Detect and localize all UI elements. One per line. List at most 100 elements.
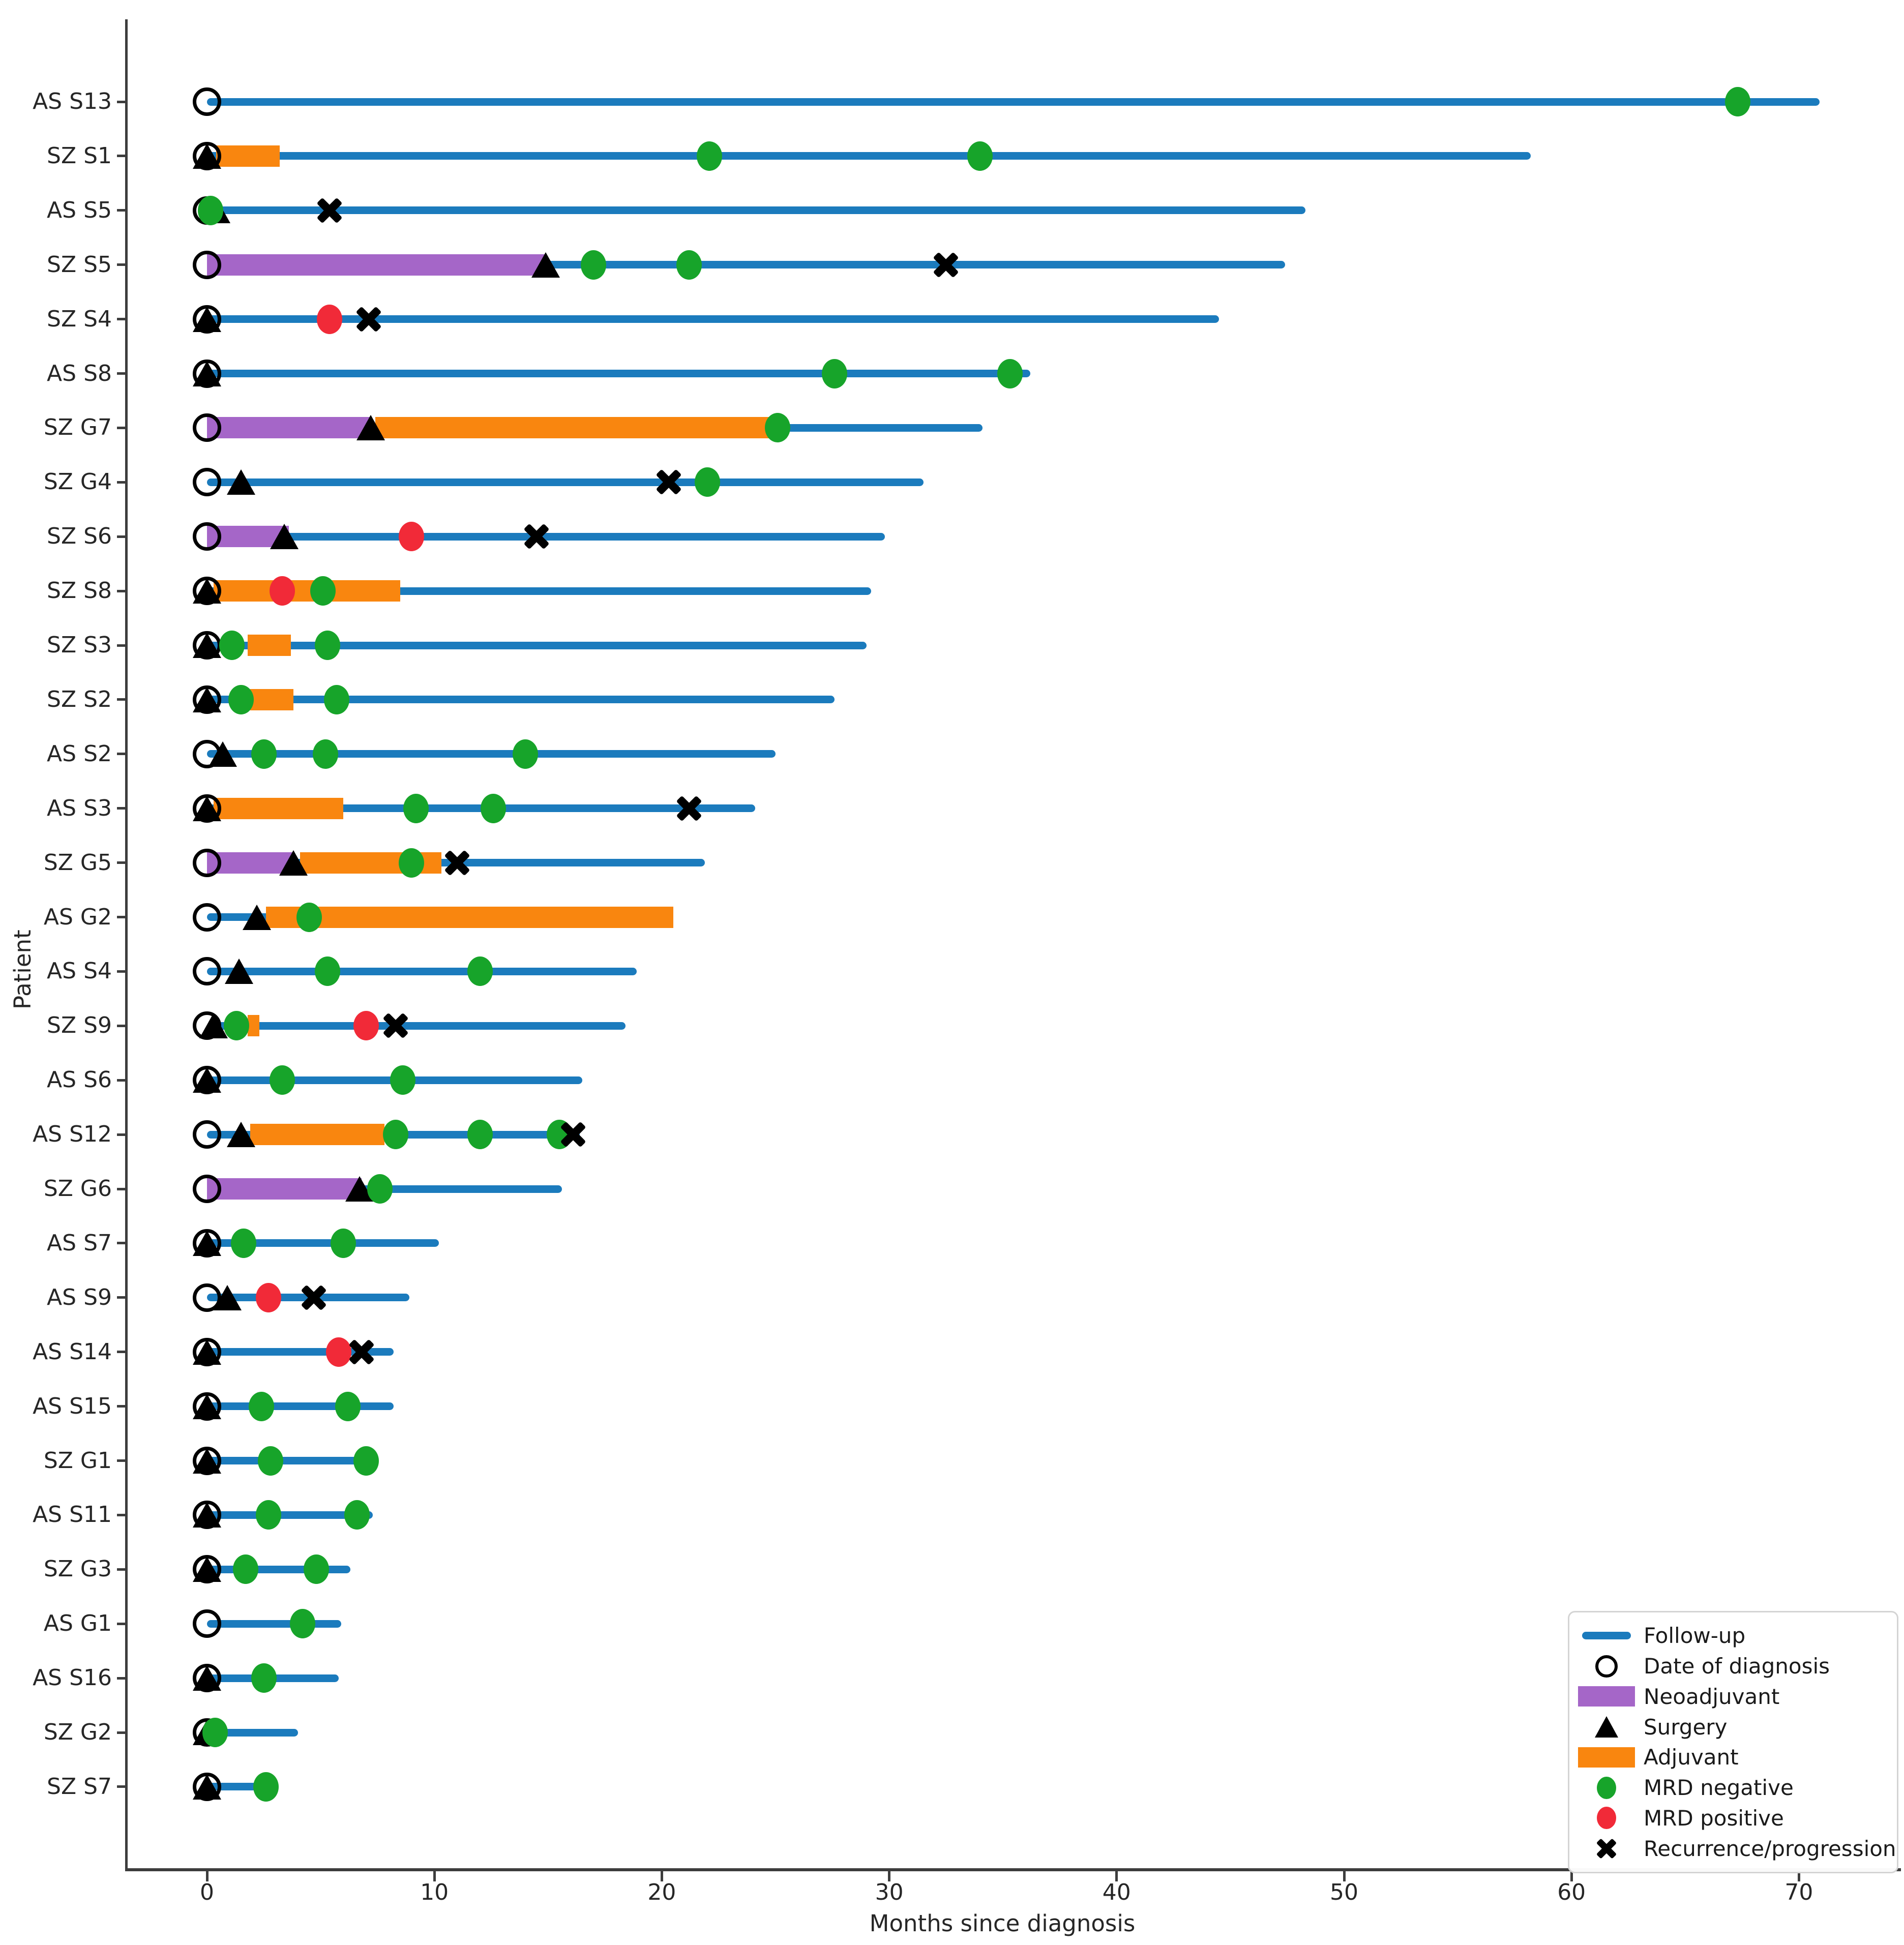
patient-label: AS S5 — [47, 197, 112, 223]
x-axis-tick — [1797, 1871, 1800, 1881]
green-dot-icon — [1576, 1776, 1637, 1799]
surgery-marker — [193, 633, 221, 658]
surgery-marker — [213, 1284, 242, 1310]
surgery-marker — [193, 1557, 221, 1582]
y-axis-tick — [117, 1785, 127, 1788]
mrd-negative-marker — [997, 358, 1023, 388]
mrd-positive-marker — [353, 1011, 379, 1041]
x-axis-tick — [660, 1871, 663, 1881]
mrd-negative-marker — [581, 250, 607, 280]
x-axis-title: Months since diagnosis — [869, 1910, 1136, 1937]
legend-label: Surgery — [1644, 1714, 1728, 1740]
red-dot-icon — [1576, 1807, 1637, 1830]
x-tick-label: 30 — [875, 1879, 904, 1905]
patient-label: SZ G5 — [43, 849, 112, 876]
follow-up-line — [207, 696, 835, 704]
surgery-marker — [193, 1448, 221, 1474]
mrd-negative-marker — [197, 195, 223, 225]
adjuvant-bar — [266, 906, 673, 928]
mrd-negative-marker — [269, 1065, 295, 1095]
y-axis-tick — [117, 1024, 127, 1027]
mrd-negative-marker — [967, 141, 993, 171]
x-tick-label: 60 — [1557, 1879, 1586, 1905]
patient-label: AS S14 — [33, 1338, 112, 1365]
patient-label: AS S2 — [47, 740, 112, 767]
mrd-negative-marker — [323, 684, 349, 714]
y-axis-tick — [117, 263, 127, 266]
follow-up-line — [207, 478, 924, 486]
recurrence-marker — [524, 524, 549, 549]
diagnosis-marker — [193, 413, 221, 442]
surgery-marker — [227, 1122, 256, 1148]
patient-label: SZ S9 — [47, 1012, 112, 1039]
mrd-negative-marker — [765, 413, 791, 443]
mrd-negative-marker — [694, 467, 720, 497]
y-axis-tick — [117, 1459, 127, 1462]
patient-label: SZ S7 — [47, 1773, 112, 1800]
adjuvant-bar — [214, 580, 401, 602]
y-axis-tick — [117, 100, 127, 103]
follow-up-line — [207, 1728, 298, 1737]
diagnosis-marker — [193, 250, 221, 279]
patient-label: AS S15 — [33, 1393, 112, 1419]
mrd-positive-marker — [326, 1337, 352, 1367]
y-axis-tick — [117, 1296, 127, 1299]
neoadjuvant-bar-icon — [1576, 1686, 1637, 1707]
adjuvant-bar — [214, 797, 344, 819]
surgery-marker — [224, 959, 253, 984]
mrd-negative-marker — [399, 848, 425, 878]
x-tick-label: 70 — [1784, 1879, 1813, 1905]
mrd-positive-marker — [255, 1282, 281, 1312]
neoadjuvant-bar — [207, 852, 293, 874]
patient-label: SZ G3 — [43, 1556, 112, 1582]
follow-up-line — [207, 315, 1219, 323]
y-axis-tick — [117, 1187, 127, 1190]
recurrence-marker — [560, 1122, 586, 1147]
mrd-negative-marker — [296, 902, 322, 932]
recurrence-marker — [301, 1285, 326, 1310]
patient-label: SZ S3 — [47, 632, 112, 658]
mrd-negative-marker — [202, 1718, 228, 1747]
surgery-marker — [193, 578, 221, 604]
mrd-negative-marker — [251, 739, 277, 769]
patient-label: AS S9 — [47, 1284, 112, 1310]
diagnosis-marker — [193, 848, 221, 877]
legend-item-neoadjuvant: Neoadjuvant — [1576, 1682, 1890, 1711]
diagnosis-marker — [193, 468, 221, 497]
y-axis-tick — [117, 155, 127, 158]
surgery-marker — [193, 1339, 221, 1365]
y-axis-tick — [117, 1079, 127, 1082]
recurrence-marker — [317, 198, 342, 223]
recurrence-marker — [349, 1339, 374, 1365]
patient-label: AS S12 — [33, 1121, 112, 1148]
y-axis-tick — [117, 372, 127, 375]
mrd-negative-marker — [822, 358, 848, 388]
follow-up-line — [207, 641, 867, 649]
mrd-negative-marker — [258, 1446, 284, 1476]
legend-label: Recurrence/progression — [1644, 1836, 1896, 1861]
neoadjuvant-bar — [207, 1178, 362, 1200]
mrd-negative-marker — [289, 1609, 315, 1639]
mrd-negative-marker — [335, 1391, 361, 1421]
x-tick-label: 50 — [1330, 1879, 1358, 1905]
surgery-marker — [193, 1230, 221, 1256]
neoadjuvant-bar — [207, 417, 371, 439]
triangle-icon — [1576, 1716, 1637, 1738]
y-axis-tick — [117, 1568, 127, 1571]
adjuvant-bar-icon — [1576, 1747, 1637, 1768]
mrd-negative-marker — [224, 1011, 250, 1041]
patient-label: SZ G2 — [43, 1719, 112, 1745]
patient-label: AS S8 — [47, 360, 112, 386]
surgery-marker — [193, 1393, 221, 1419]
mrd-negative-marker — [467, 956, 493, 986]
follow-up-line — [207, 1620, 341, 1628]
mrd-positive-marker — [269, 576, 295, 606]
surgery-marker — [243, 904, 272, 930]
follow-up-line — [207, 1457, 375, 1464]
follow-up-line — [207, 967, 637, 975]
follow-up-line — [207, 1402, 394, 1411]
y-axis-tick — [117, 1677, 127, 1680]
patient-label: SZ G1 — [43, 1447, 112, 1474]
mrd-negative-marker — [331, 1228, 356, 1258]
x-axis-tick — [1343, 1871, 1346, 1881]
